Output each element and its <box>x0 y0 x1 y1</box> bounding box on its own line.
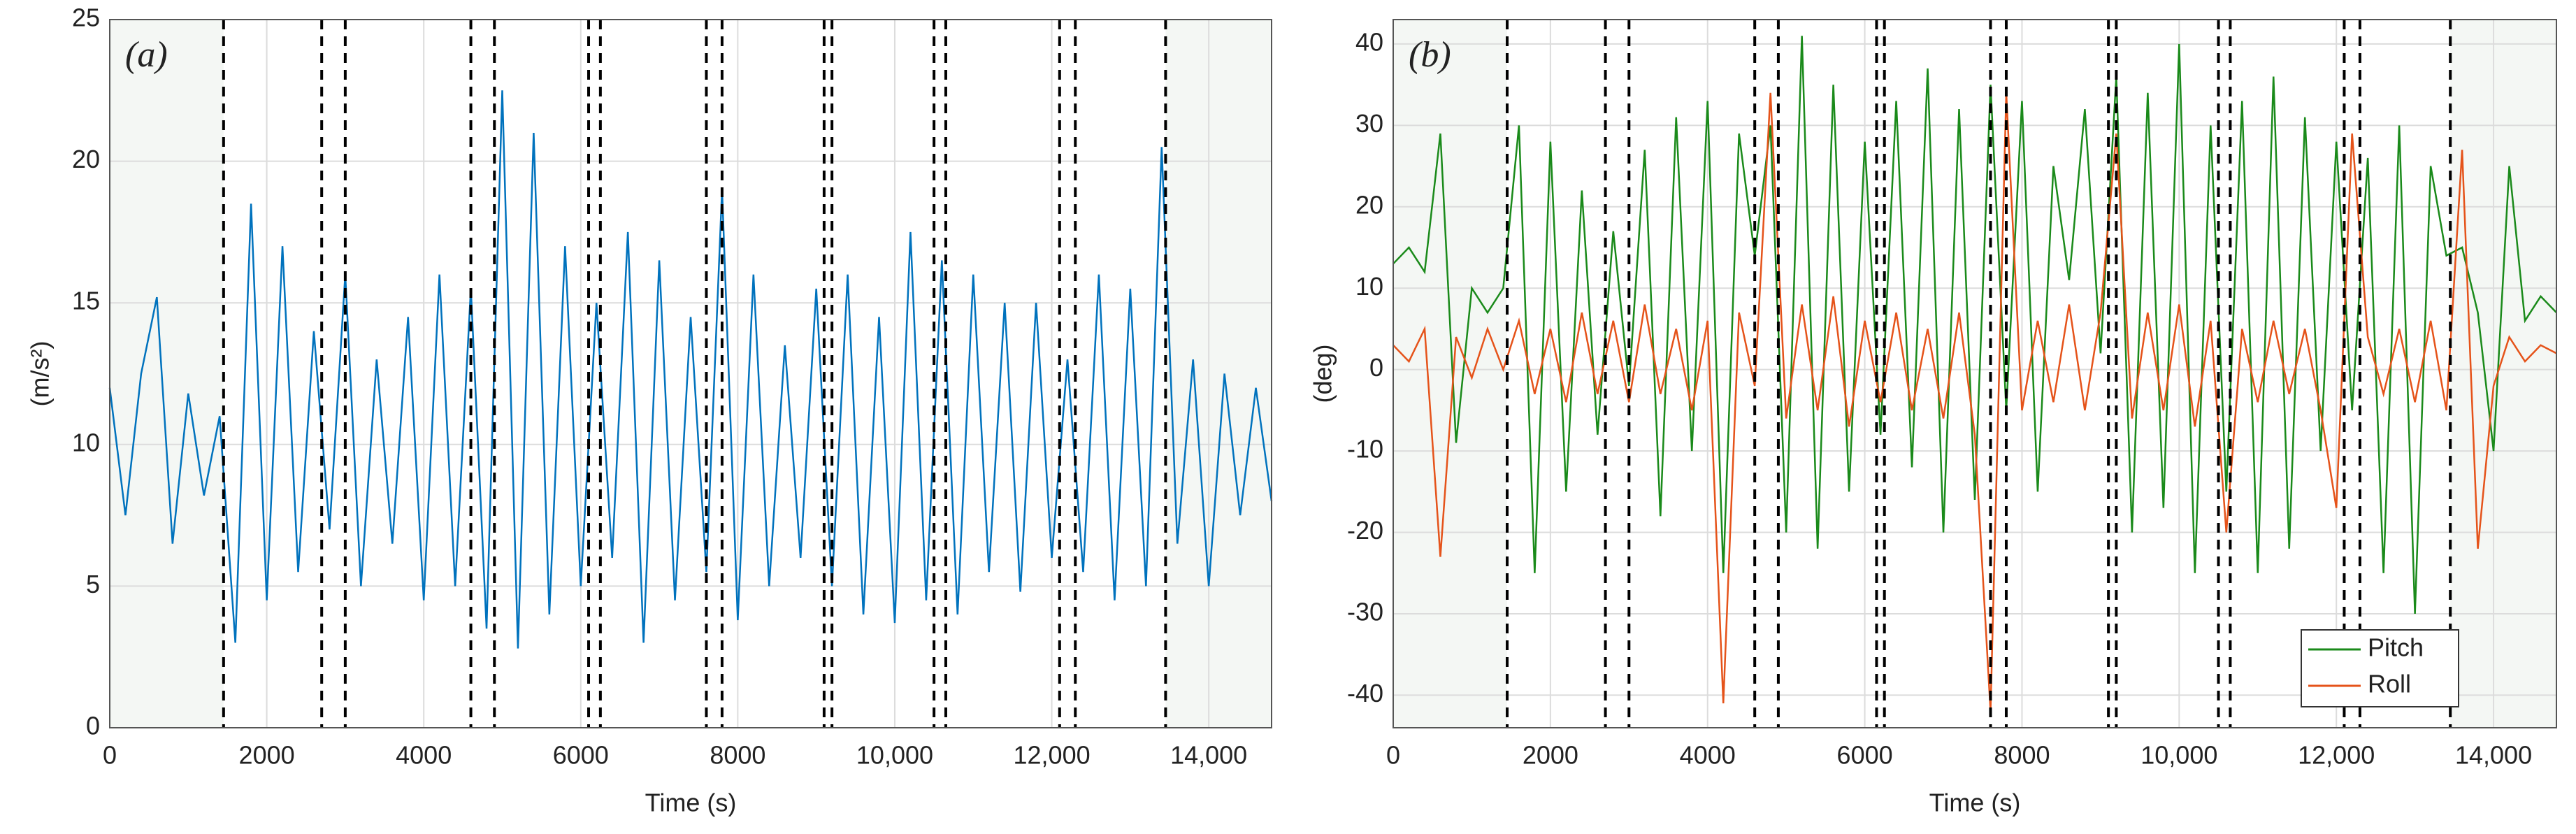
x-tick-label: 10,000 <box>2140 741 2217 770</box>
panel: -40 -30 -20 -10 0 10 20 30 40 0 2000 4000 6000 8000 10… <box>1309 19 2557 817</box>
x-axis-label: Time (s) <box>645 789 737 817</box>
x-tick-label: 6000 <box>1837 741 1893 770</box>
x-tick-label: 6000 <box>553 741 609 770</box>
shaded-region <box>110 20 224 728</box>
y-tick-label: -40 <box>1347 679 1383 707</box>
y-tick-label: -20 <box>1347 516 1383 545</box>
axes-frame <box>1393 19 2557 728</box>
y-tick-label: -30 <box>1347 598 1383 626</box>
axes-frame <box>109 19 1272 728</box>
legend-label: Roll <box>2368 670 2411 698</box>
x-tick-label: 0 <box>103 741 117 770</box>
x-tick-label: 8000 <box>710 741 765 770</box>
x-tick-label: 4000 <box>1680 741 1736 770</box>
data-line <box>1393 36 2557 614</box>
data-line <box>1393 92 2557 712</box>
shaded-region <box>2450 20 2556 728</box>
y-tick-label: 15 <box>72 287 100 315</box>
x-tick-label: 12,000 <box>2298 741 2375 770</box>
y-axis-label: (deg) <box>1309 344 1337 403</box>
x-tick-label: 10,000 <box>856 741 933 770</box>
shaded-region <box>1393 20 1508 728</box>
x-tick-label: 8000 <box>1994 741 2050 770</box>
panel-label: (a) <box>125 35 168 75</box>
x-tick-label: 14,000 <box>2455 741 2532 770</box>
y-tick-label: 0 <box>86 712 100 740</box>
panel: 0 5 10 15 20 25 0 2000 4000 6000 8000 10,000 12,000 1… <box>26 3 1273 817</box>
y-tick-label: 20 <box>1355 190 1383 219</box>
x-tick-label: 4000 <box>396 741 452 770</box>
y-tick-label: 0 <box>1369 353 1383 382</box>
y-tick-label: 30 <box>1355 109 1383 138</box>
y-tick-label: 20 <box>72 145 100 173</box>
y-tick-label: -10 <box>1347 435 1383 463</box>
x-axis-label: Time (s) <box>1929 789 2021 817</box>
legend: Pitch Roll <box>2301 629 2459 707</box>
data-line <box>108 90 1273 649</box>
legend-box <box>2301 629 2459 707</box>
x-tick-label: 12,000 <box>1014 741 1091 770</box>
panel-label: (b) <box>1409 35 1451 75</box>
x-tick-label: 14,000 <box>1170 741 1247 770</box>
x-tick-label: 2000 <box>1523 741 1578 770</box>
y-tick-label: 10 <box>72 428 100 456</box>
y-tick-label: 5 <box>86 570 100 598</box>
x-tick-label: 0 <box>1386 741 1400 770</box>
y-tick-label: 40 <box>1355 27 1383 56</box>
legend-label: Pitch <box>2368 633 2424 662</box>
y-tick-label: 25 <box>72 3 100 32</box>
y-tick-label: 10 <box>1355 272 1383 301</box>
y-axis-label: (m/s²) <box>26 341 55 407</box>
x-tick-label: 2000 <box>239 741 295 770</box>
shaded-region <box>1165 20 1272 728</box>
